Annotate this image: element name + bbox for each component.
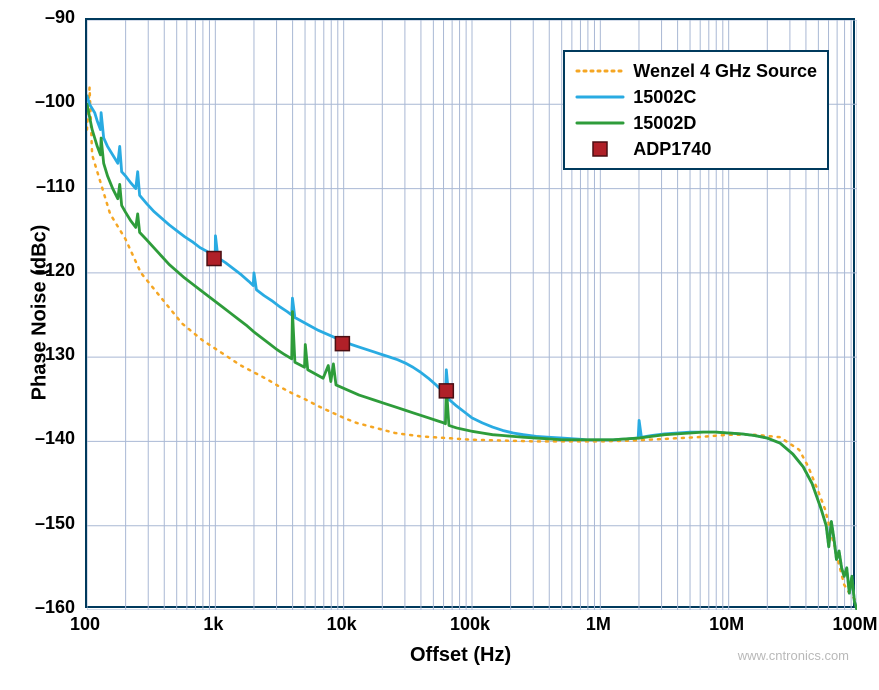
y-tick-label: –90 xyxy=(0,7,75,28)
marker-adp1740 xyxy=(439,384,453,398)
x-axis-label: Offset (Hz) xyxy=(410,644,511,667)
x-tick-label: 1k xyxy=(173,614,253,635)
legend-swatch xyxy=(575,113,625,133)
x-tick-label: 100M xyxy=(815,614,879,635)
y-tick-label: –100 xyxy=(0,91,75,112)
legend-swatch xyxy=(575,139,625,159)
y-axis-label: Phase Noise (dBc) xyxy=(29,223,52,403)
legend-item: 15002D xyxy=(575,110,817,136)
y-tick-label: –140 xyxy=(0,428,75,449)
plot-area: Wenzel 4 GHz Source 15002C 15002D ADP1740 xyxy=(85,18,855,608)
watermark: www.cntronics.com xyxy=(738,648,849,663)
x-tick-label: 10M xyxy=(687,614,767,635)
marker-adp1740 xyxy=(335,337,349,351)
legend-label: 15002D xyxy=(633,113,696,134)
x-tick-label: 1M xyxy=(558,614,638,635)
x-tick-label: 100k xyxy=(430,614,510,635)
legend-item: Wenzel 4 GHz Source xyxy=(575,58,817,84)
legend-item: 15002C xyxy=(575,84,817,110)
legend-label: Wenzel 4 GHz Source xyxy=(633,61,817,82)
y-tick-label: –110 xyxy=(0,176,75,197)
legend-item: ADP1740 xyxy=(575,136,817,162)
y-tick-label: –150 xyxy=(0,513,75,534)
legend-label: ADP1740 xyxy=(633,139,711,160)
phase-noise-chart: Wenzel 4 GHz Source 15002C 15002D ADP1740 –… xyxy=(0,0,879,690)
x-tick-label: 100 xyxy=(45,614,125,635)
marker-adp1740 xyxy=(207,252,221,266)
x-tick-label: 10k xyxy=(302,614,382,635)
legend-swatch xyxy=(575,61,625,81)
legend: Wenzel 4 GHz Source 15002C 15002D ADP1740 xyxy=(563,50,829,170)
legend-swatch xyxy=(575,87,625,107)
legend-label: 15002C xyxy=(633,87,696,108)
